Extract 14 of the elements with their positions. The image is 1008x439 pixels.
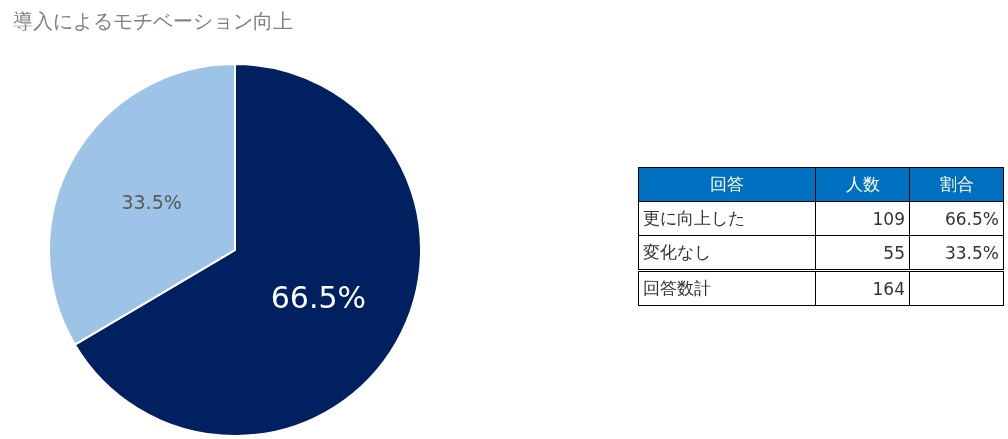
text: 109: [815, 201, 910, 236]
text: 回答数計: [638, 270, 816, 306]
text: 164: [815, 270, 910, 306]
data-label: 66.5%: [270, 280, 367, 316]
data-label: 33.5%: [121, 191, 182, 214]
text: 66.5%: [909, 201, 1004, 236]
text: 人数: [815, 167, 910, 202]
text: 更に向上した: [638, 201, 816, 236]
text: 回答: [638, 167, 816, 202]
text: 55: [815, 235, 910, 271]
chart-title: 導入によるモチベーション向上: [13, 9, 293, 33]
text: 割合: [909, 167, 1004, 202]
text: 33.5%: [909, 235, 1004, 271]
text: 変化なし: [638, 235, 816, 271]
